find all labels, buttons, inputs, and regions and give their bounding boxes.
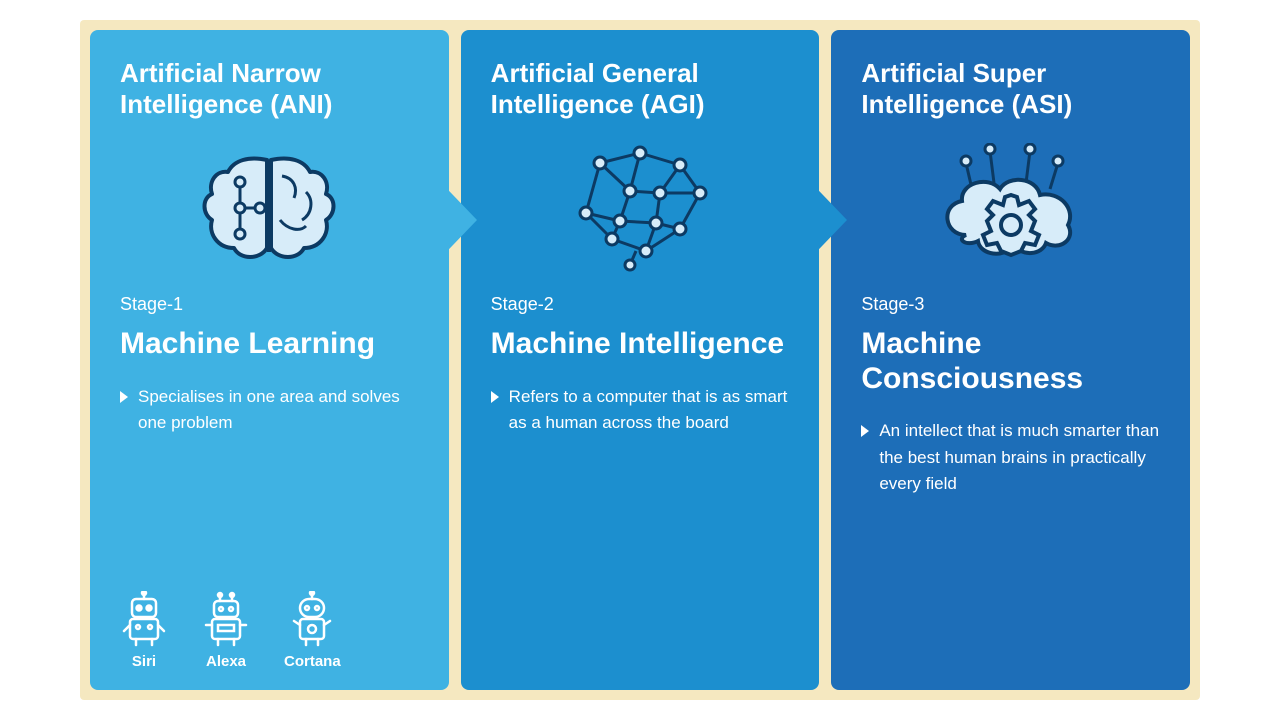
stage-label: Stage-2 (491, 294, 790, 315)
panel-subtitle: Machine Learning (120, 327, 419, 362)
arrow-icon (429, 170, 477, 270)
example-cortana: Cortana (284, 591, 341, 670)
panel-agi: Artificial General Intelligence (AGI) (461, 30, 820, 690)
robot-icon (120, 591, 168, 647)
stage-label: Stage-3 (861, 294, 1160, 315)
robot-icon (288, 591, 336, 647)
bullet-caret-icon (120, 391, 128, 403)
bullet: Specialises in one area and solves one p… (120, 384, 419, 437)
example-label: Siri (132, 653, 156, 670)
brain-icon (120, 138, 419, 278)
panel-title: Artificial Super Intelligence (ASI) (861, 58, 1160, 120)
stage-label: Stage-1 (120, 294, 419, 315)
example-alexa: Alexa (202, 591, 250, 670)
robot-icon (202, 591, 250, 647)
example-label: Cortana (284, 653, 341, 670)
panel-asi: Artificial Super Intelligence (ASI) Stag… (831, 30, 1190, 690)
panel-subtitle: Machine Intelligence (491, 327, 790, 362)
bullet-text: Specialises in one area and solves one p… (138, 384, 419, 437)
bullet-caret-icon (861, 425, 869, 437)
cloud-gear-icon (861, 138, 1160, 278)
example-label: Alexa (206, 653, 246, 670)
bullet-caret-icon (491, 391, 499, 403)
examples-row: Siri Alexa (120, 581, 419, 670)
bullet: Refers to a computer that is as smart as… (491, 384, 790, 437)
bullet: An intellect that is much smarter than t… (861, 418, 1160, 497)
panel-subtitle: Machine Consciousness (861, 327, 1160, 396)
example-siri: Siri (120, 591, 168, 670)
panel-ani: Artificial Narrow Intelligence (ANI) (90, 30, 449, 690)
bullet-text: Refers to a computer that is as smart as… (509, 384, 790, 437)
panel-title: Artificial Narrow Intelligence (ANI) (120, 58, 419, 120)
network-icon (491, 138, 790, 278)
panel-title: Artificial General Intelligence (AGI) (491, 58, 790, 120)
infographic-canvas: Artificial Narrow Intelligence (ANI) (80, 20, 1200, 700)
bullet-text: An intellect that is much smarter than t… (879, 418, 1160, 497)
arrow-icon (799, 170, 847, 270)
